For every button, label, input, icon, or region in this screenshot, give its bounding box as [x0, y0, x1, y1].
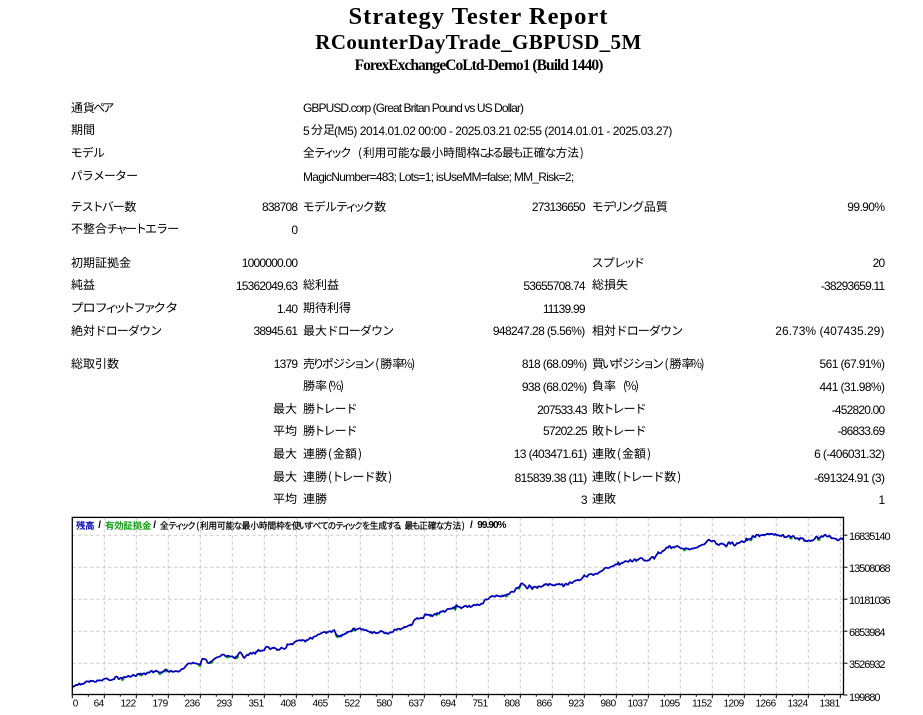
svg-text:1152: 1152: [692, 699, 712, 710]
svg-text:808: 808: [505, 699, 521, 710]
svg-text:522: 522: [345, 699, 361, 710]
svg-text:236: 236: [185, 699, 201, 710]
svg-text:694: 694: [441, 699, 457, 710]
svg-text:13508088: 13508088: [849, 563, 890, 575]
svg-text:1266: 1266: [755, 699, 776, 710]
svg-text:179: 179: [153, 699, 169, 710]
svg-text:122: 122: [121, 699, 137, 710]
svg-text:351: 351: [249, 699, 265, 710]
svg-text:3526932: 3526932: [849, 659, 885, 671]
svg-text:6853984: 6853984: [849, 627, 885, 639]
svg-text:1095: 1095: [659, 699, 680, 710]
svg-text:0: 0: [73, 699, 79, 710]
svg-text:1209: 1209: [723, 699, 744, 710]
svg-text:465: 465: [313, 699, 329, 710]
svg-text:408: 408: [281, 699, 297, 710]
svg-text:637: 637: [409, 699, 425, 710]
svg-text:1037: 1037: [627, 699, 648, 710]
svg-text:1381: 1381: [819, 699, 840, 710]
svg-text:10181036: 10181036: [849, 595, 890, 607]
svg-text:199880: 199880: [849, 692, 880, 704]
svg-text:751: 751: [473, 699, 489, 710]
svg-text:866: 866: [537, 699, 553, 710]
svg-text:923: 923: [569, 699, 585, 710]
svg-text:580: 580: [377, 699, 393, 710]
svg-text:293: 293: [217, 699, 233, 710]
svg-text:16835140: 16835140: [849, 531, 890, 543]
svg-text:1324: 1324: [787, 699, 808, 710]
svg-text:980: 980: [601, 699, 617, 710]
svg-text:64: 64: [94, 699, 105, 710]
